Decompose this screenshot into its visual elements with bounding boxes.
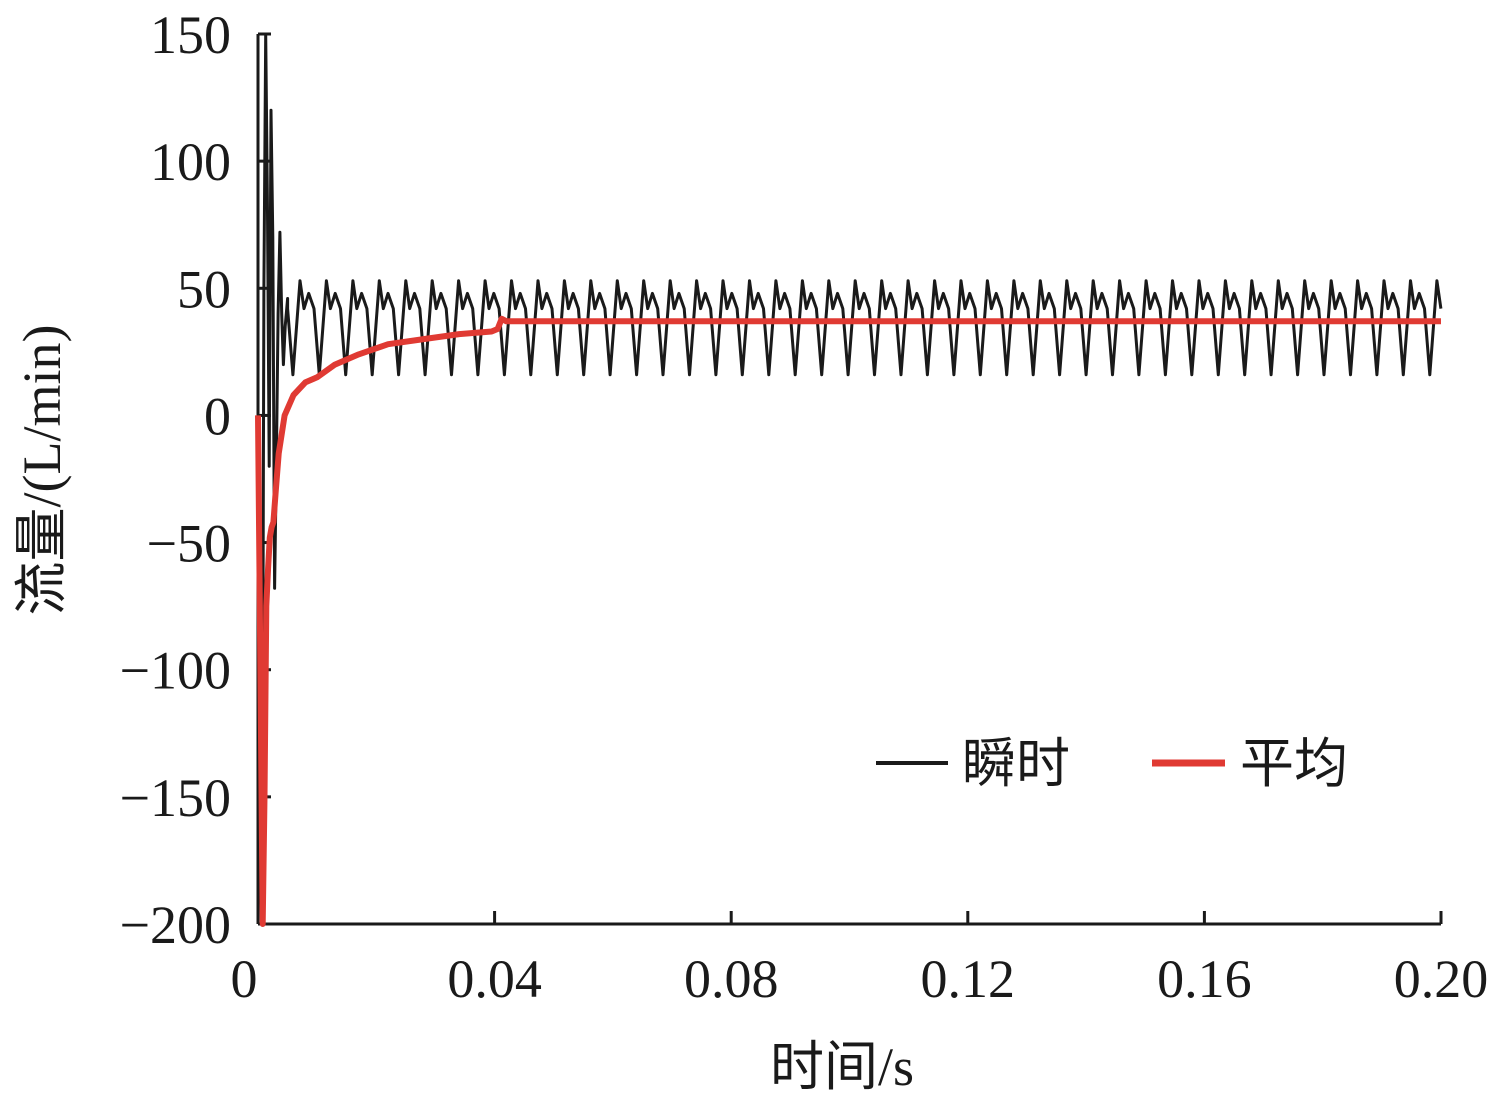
titles-layer: 时间/s 流量/(L/min) <box>12 325 914 1097</box>
legend-label-instant: 瞬时 <box>962 734 1070 794</box>
x-axis-title: 时间/s <box>770 1037 914 1097</box>
x-tick-label: 0.08 <box>684 949 779 1009</box>
legend: 瞬时 平均 <box>876 734 1348 794</box>
series-layer <box>255 32 1443 927</box>
y-tick-label: −150 <box>120 768 231 828</box>
legend-label-average: 平均 <box>1240 734 1348 794</box>
y-tick-label: −50 <box>147 514 231 574</box>
x-tick-label: 0.16 <box>1157 949 1252 1009</box>
y-tick-label: 50 <box>177 259 231 319</box>
x-tick-label: 0.12 <box>921 949 1016 1009</box>
y-tick-label: 0 <box>204 386 231 446</box>
ticks-layer: −200 −150 −100 −50 0 50 100 150 0 0.04 0.08 0.12 0.1… <box>120 5 1489 1009</box>
x-tick-label: 0 <box>231 949 258 1009</box>
x-tick-label: 0.20 <box>1394 949 1489 1009</box>
y-tick-label: −200 <box>120 895 231 955</box>
x-tick-label: 0.04 <box>447 949 542 1009</box>
series-line-average <box>255 315 1441 927</box>
y-tick-label: −100 <box>120 641 231 701</box>
series-line-instant <box>256 32 1443 926</box>
y-axis-title: 流量/(L/min) <box>12 325 72 616</box>
y-tick-label: 150 <box>150 5 231 65</box>
y-tick-label: 100 <box>150 132 231 192</box>
